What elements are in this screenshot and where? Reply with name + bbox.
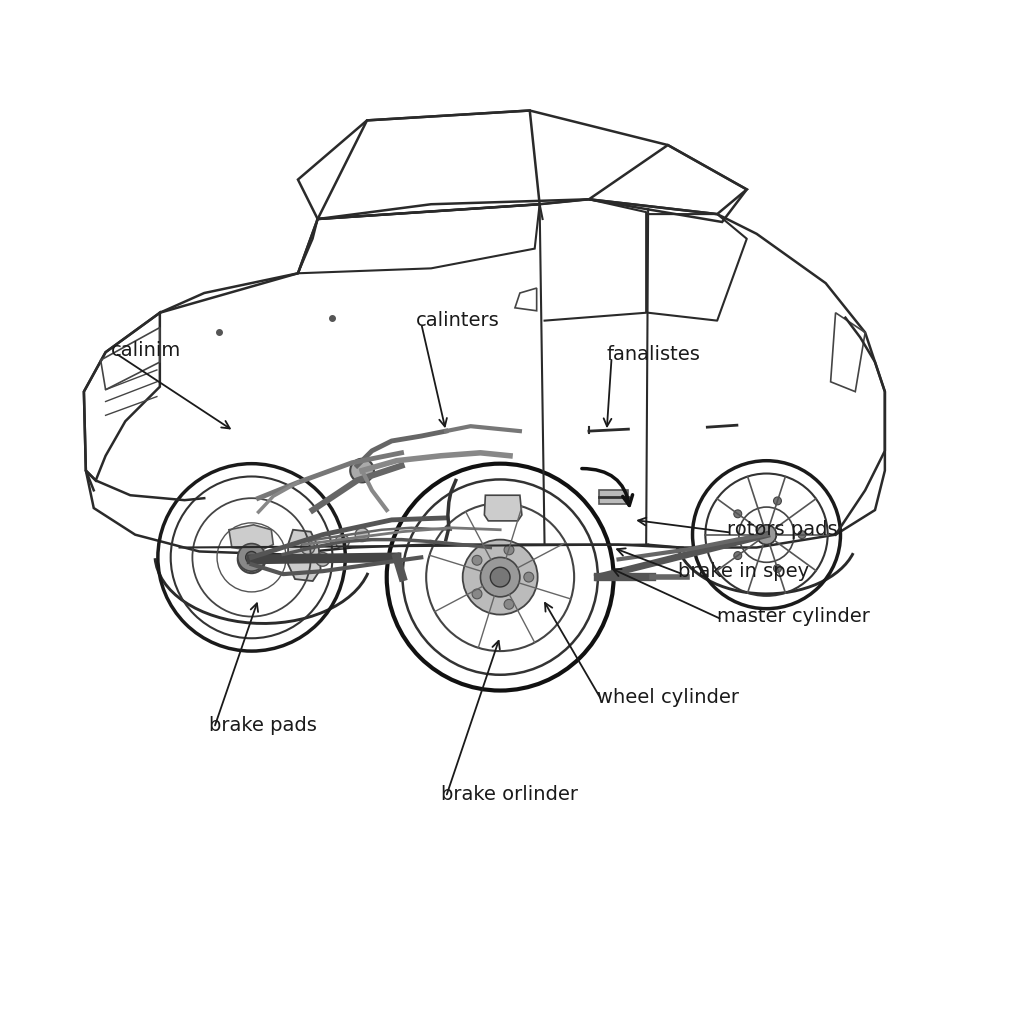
Polygon shape [229, 525, 273, 552]
Circle shape [472, 589, 482, 599]
Circle shape [246, 552, 257, 563]
Text: rotors pads: rotors pads [727, 520, 838, 540]
Circle shape [734, 510, 741, 518]
Polygon shape [484, 496, 522, 521]
Text: fanalistes: fanalistes [606, 345, 700, 364]
Circle shape [472, 555, 482, 565]
Text: brake in spey: brake in spey [678, 562, 809, 581]
Text: calinters: calinters [417, 311, 500, 330]
Text: brake orlinder: brake orlinder [441, 784, 578, 804]
Circle shape [480, 557, 520, 597]
Circle shape [798, 530, 806, 539]
Text: wheel cylinder: wheel cylinder [597, 688, 739, 707]
Circle shape [301, 541, 314, 554]
Circle shape [504, 599, 514, 609]
Text: brake pads: brake pads [209, 716, 317, 734]
Circle shape [734, 552, 741, 559]
Circle shape [336, 535, 349, 549]
Circle shape [524, 572, 534, 582]
Circle shape [350, 459, 374, 482]
Circle shape [238, 546, 265, 573]
Circle shape [757, 525, 776, 545]
Circle shape [490, 567, 510, 587]
Bar [599, 490, 629, 504]
Circle shape [463, 540, 538, 614]
Circle shape [238, 544, 265, 571]
Text: master cylinder: master cylinder [717, 607, 870, 626]
Text: calinim: calinim [111, 341, 181, 359]
Circle shape [504, 545, 514, 555]
Circle shape [773, 564, 781, 572]
Polygon shape [288, 529, 321, 581]
Circle shape [355, 527, 369, 542]
Circle shape [773, 497, 781, 505]
Circle shape [315, 552, 330, 566]
